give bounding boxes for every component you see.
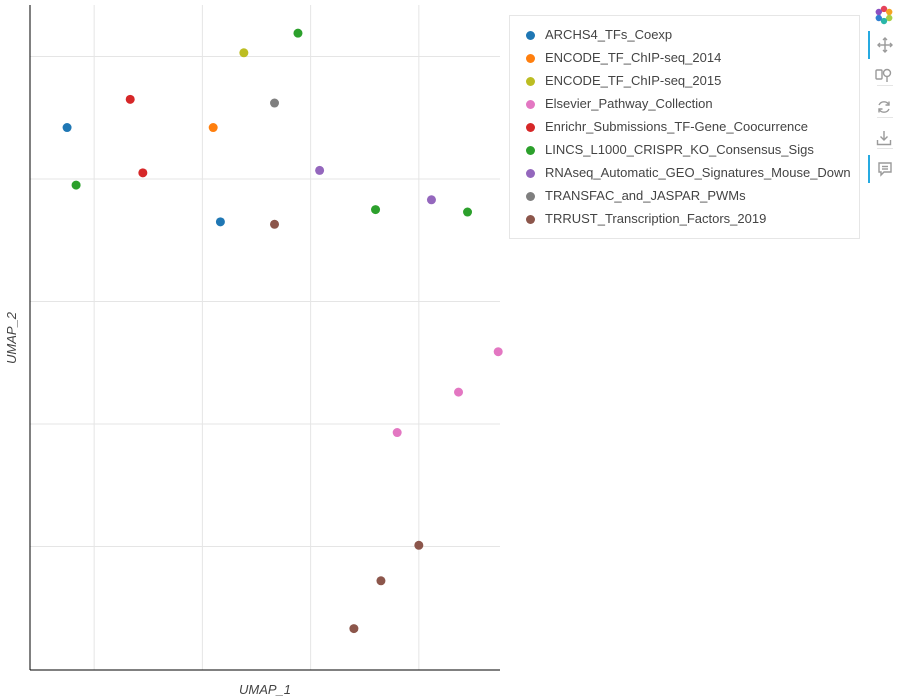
legend-marker — [526, 100, 535, 109]
x-axis-title: UMAP_1 — [239, 682, 291, 697]
data-point[interactable] — [215, 217, 225, 227]
data-point[interactable] — [376, 576, 386, 586]
axes — [29, 5, 500, 671]
legend: ARCHS4_TFs_Coexp ENCODE_TF_ChIP-seq_2014 E… — [509, 15, 860, 239]
legend-marker — [526, 192, 535, 201]
legend-label: Elsevier_Pathway_Collection — [545, 96, 713, 111]
legend-item[interactable]: RNAseq_Automatic_GEO_Signatures_Mouse_Do… — [510, 162, 859, 185]
data-point[interactable] — [315, 165, 325, 175]
legend-label: Enrichr_Submissions_TF-Gene_Coocurrence — [545, 119, 809, 134]
legend-label: TRRUST_Transcription_Factors_2019 — [545, 211, 767, 226]
pan-icon[interactable] — [868, 31, 900, 59]
data-point[interactable] — [493, 347, 503, 357]
grid-lines — [30, 5, 500, 670]
data-point[interactable] — [414, 540, 424, 550]
legend-label: ENCODE_TF_ChIP-seq_2015 — [545, 73, 722, 88]
legend-marker — [526, 146, 535, 155]
legend-label: ARCHS4_TFs_Coexp — [545, 27, 673, 42]
legend-item[interactable]: ENCODE_TF_ChIP-seq_2014 — [510, 47, 859, 70]
bokeh-logo-icon[interactable] — [868, 1, 900, 29]
legend-item[interactable]: LINCS_L1000_CRISPR_KO_Consensus_Sigs — [510, 139, 859, 162]
data-point[interactable] — [349, 624, 359, 634]
legend-item[interactable]: TRRUST_Transcription_Factors_2019 — [510, 208, 859, 231]
data-point[interactable] — [426, 195, 436, 205]
data-point[interactable] — [270, 219, 280, 229]
legend-marker — [526, 169, 535, 178]
box-zoom-icon[interactable] — [868, 61, 900, 89]
reset-icon[interactable] — [868, 93, 900, 121]
data-point[interactable] — [71, 180, 81, 190]
legend-label: ENCODE_TF_ChIP-seq_2014 — [545, 50, 722, 65]
legend-marker — [526, 77, 535, 86]
legend-item[interactable]: TRANSFAC_and_JASPAR_PWMs — [510, 185, 859, 208]
legend-item[interactable]: Elsevier_Pathway_Collection — [510, 93, 859, 116]
legend-label: TRANSFAC_and_JASPAR_PWMs — [545, 188, 746, 203]
save-icon[interactable] — [868, 124, 900, 152]
data-point[interactable] — [125, 94, 135, 104]
data-point[interactable] — [463, 207, 473, 217]
legend-item[interactable]: ARCHS4_TFs_Coexp — [510, 24, 859, 47]
legend-item[interactable]: ENCODE_TF_ChIP-seq_2015 — [510, 70, 859, 93]
data-points — [62, 28, 503, 634]
legend-marker — [526, 215, 535, 224]
data-point[interactable] — [239, 48, 249, 58]
legend-marker — [526, 54, 535, 63]
data-point[interactable] — [62, 123, 72, 133]
data-point[interactable] — [392, 428, 402, 438]
data-point[interactable] — [454, 387, 464, 397]
legend-item[interactable]: Enrichr_Submissions_TF-Gene_Coocurrence — [510, 116, 859, 139]
hover-icon[interactable] — [868, 155, 900, 183]
legend-label: LINCS_L1000_CRISPR_KO_Consensus_Sigs — [545, 142, 814, 157]
data-point[interactable] — [138, 168, 148, 178]
legend-marker — [526, 31, 535, 40]
data-point[interactable] — [208, 123, 218, 133]
data-point[interactable] — [293, 28, 303, 38]
data-point[interactable] — [270, 98, 280, 108]
plot-toolbar — [868, 0, 900, 200]
data-point[interactable] — [371, 205, 381, 215]
y-axis-title: UMAP_2 — [4, 311, 19, 364]
legend-label: RNAseq_Automatic_GEO_Signatures_Mouse_Do… — [545, 165, 851, 180]
legend-marker — [526, 123, 535, 132]
